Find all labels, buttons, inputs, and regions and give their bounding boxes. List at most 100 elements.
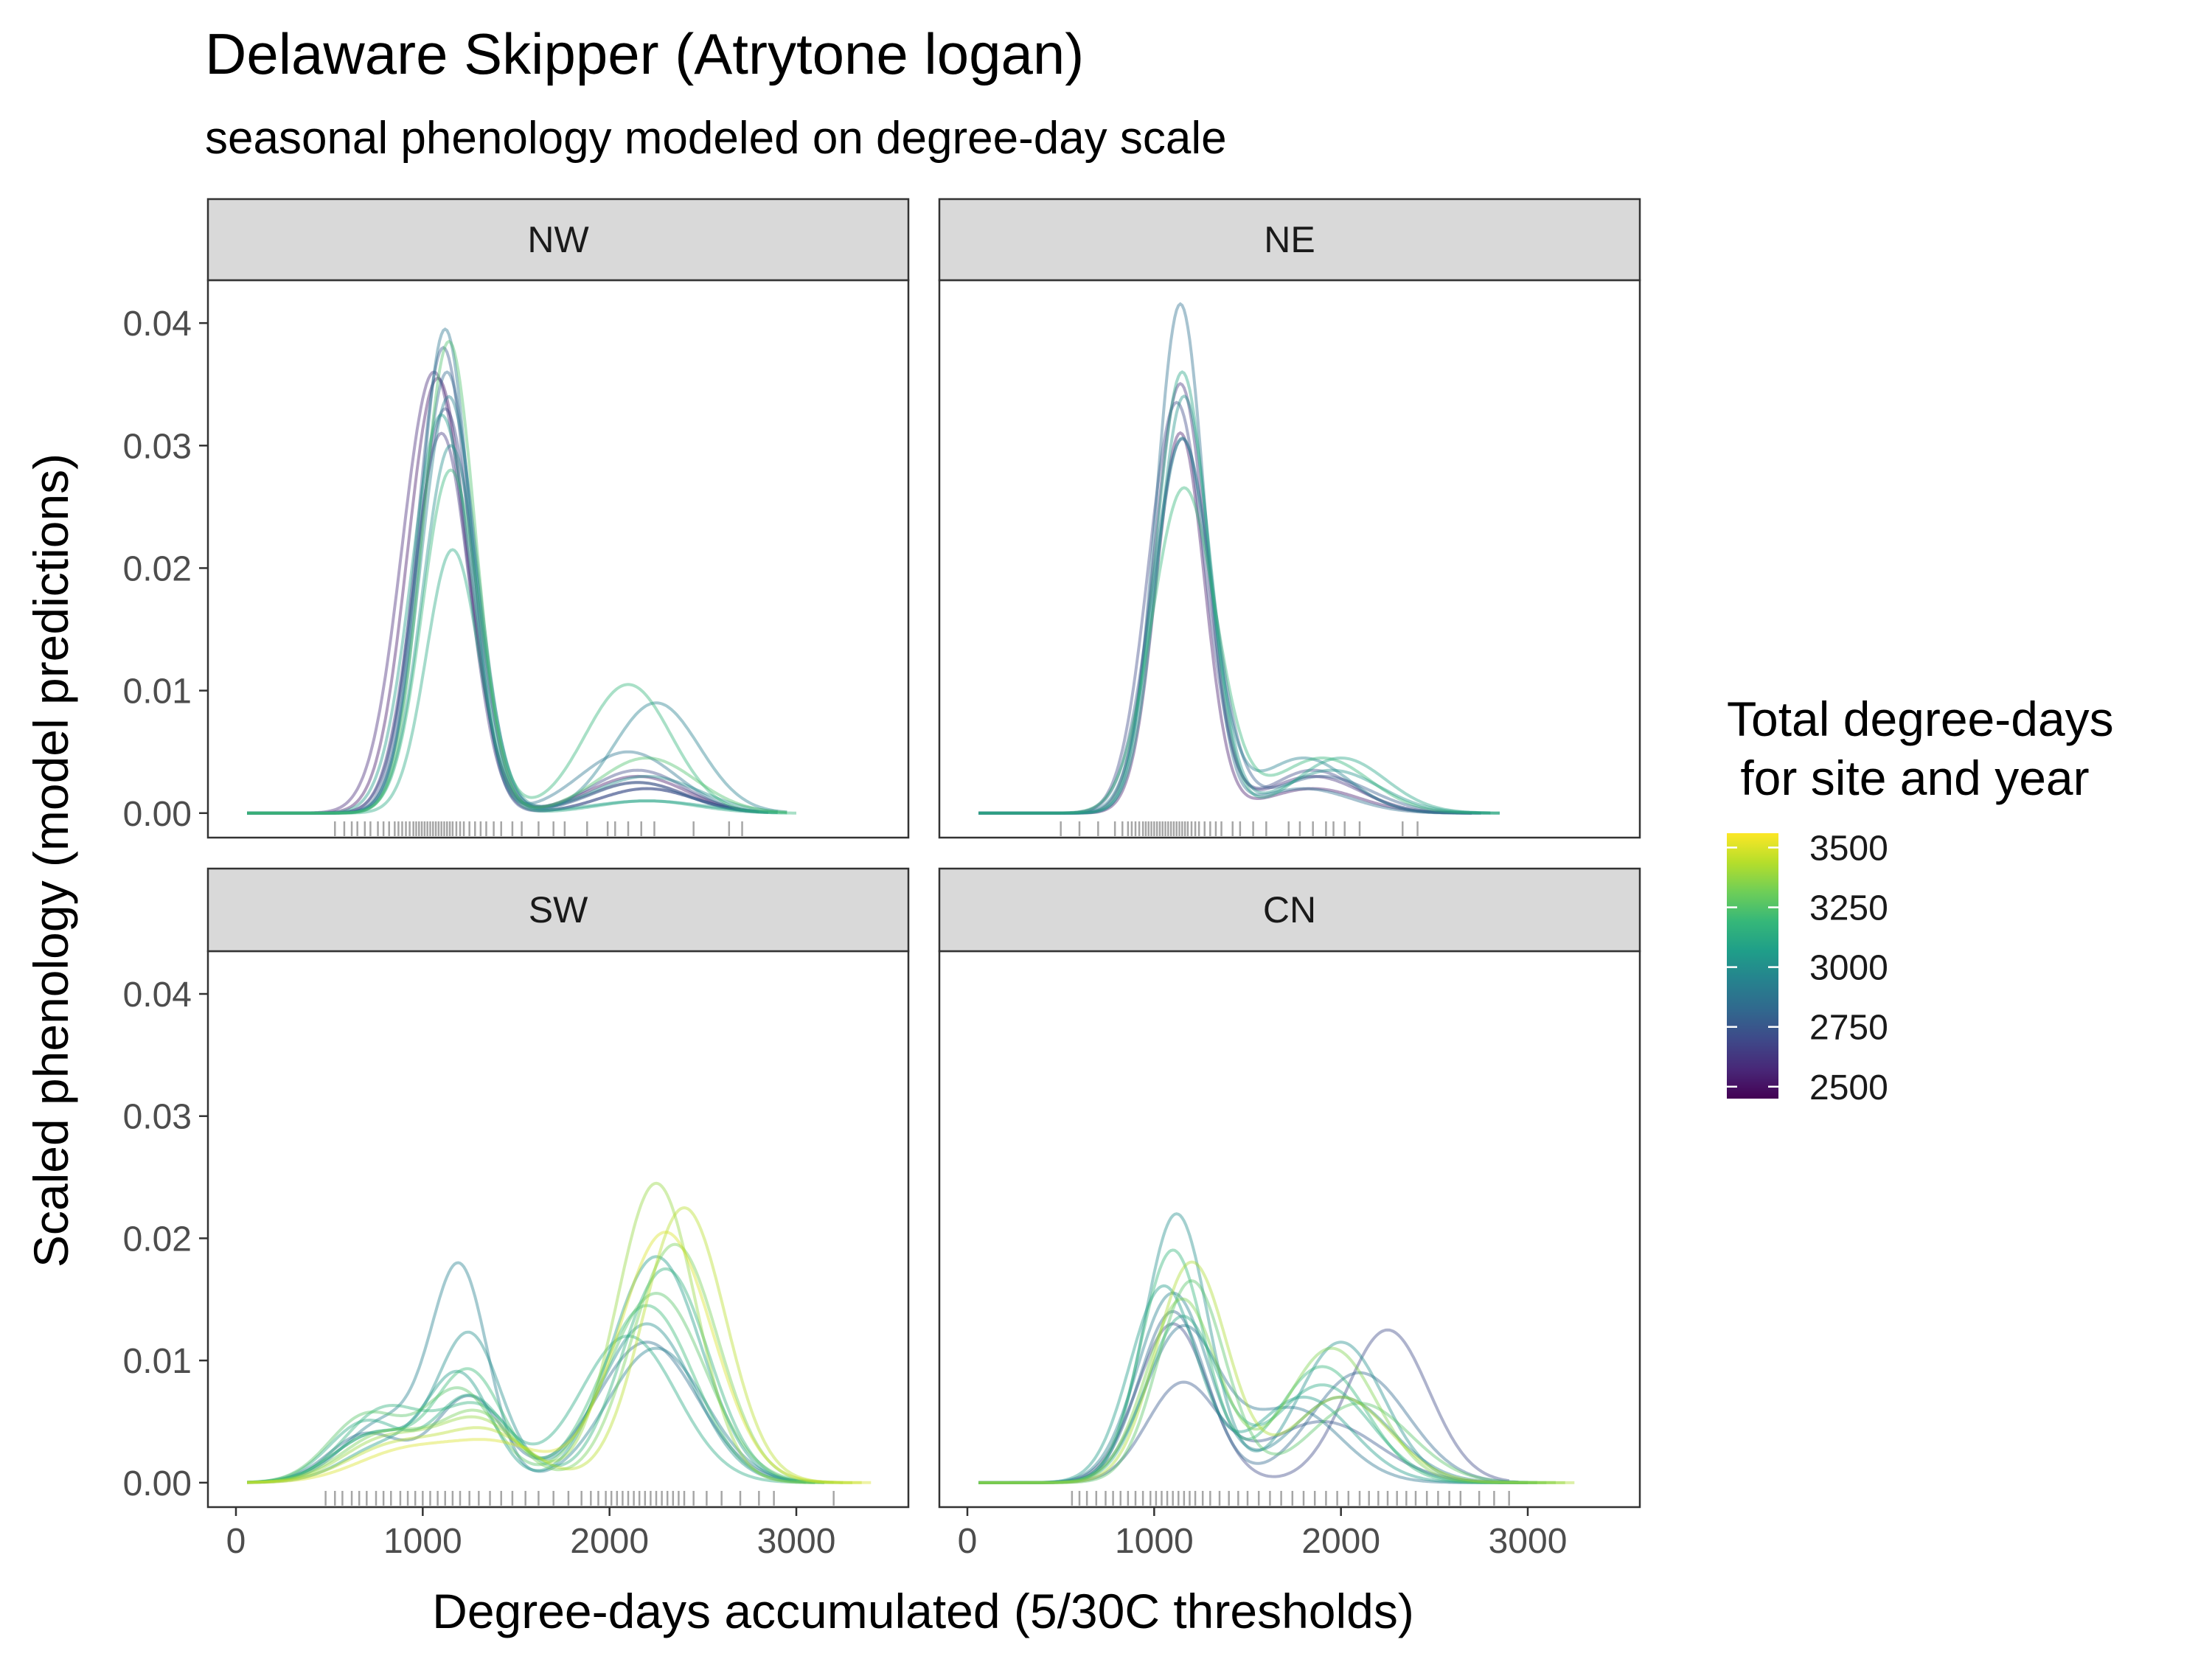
- series-line: [978, 394, 1491, 815]
- series-line: [247, 327, 778, 815]
- facet-strip-label: SW: [529, 889, 588, 931]
- series-line: [247, 376, 741, 815]
- series-line: [978, 1212, 1528, 1484]
- rug-marks: [1060, 821, 1419, 836]
- legend-label: 3250: [1809, 889, 1888, 928]
- legend-title-line: Total degree-days: [1727, 692, 2114, 746]
- series-line: [247, 1206, 862, 1484]
- series-line: [247, 407, 759, 815]
- x-tick-label: 2000: [570, 1522, 649, 1561]
- y-tick-label: 0.00: [123, 795, 192, 834]
- series-line: [978, 1291, 1528, 1484]
- series-line: [247, 413, 778, 815]
- series-lines: [247, 1181, 872, 1484]
- series-line: [247, 444, 778, 815]
- x-tick-label: 0: [226, 1522, 246, 1561]
- series-line: [978, 486, 1500, 815]
- series-line: [247, 1340, 797, 1484]
- series-line: [978, 436, 1500, 815]
- series-line: [247, 1267, 824, 1484]
- color-legend: Total degree-days for site and year 2500 2…: [1727, 692, 2114, 1107]
- series-line: [978, 400, 1472, 815]
- facet-panels: NW 0.00 0.01 0.02 0.03 0.04 NE SW 0.00 0.01 0.02 0.…: [123, 198, 1641, 1561]
- chart-subtitle: seasonal phenology modeled on degree-day…: [205, 113, 1227, 164]
- series-line: [247, 394, 787, 815]
- x-axis-title: Degree-days accumulated (5/30C threshold…: [432, 1584, 1414, 1638]
- series-line: [247, 1291, 834, 1484]
- series-line: [978, 302, 1481, 815]
- rug-marks: [324, 1491, 835, 1506]
- y-tick-label: 0.04: [123, 305, 192, 344]
- series-line: [247, 1322, 806, 1484]
- panel-sw: SW 0.00 0.01 0.02 0.03 0.04 0 1000 2000 3000: [123, 867, 910, 1561]
- y-axis-title: Scaled phenology (model predictions): [24, 453, 78, 1267]
- series-line: [247, 339, 787, 815]
- x-tick-label: 2000: [1301, 1522, 1380, 1561]
- x-tick-label: 3000: [757, 1522, 836, 1561]
- y-tick-label: 0.00: [123, 1464, 192, 1503]
- series-line: [247, 346, 769, 815]
- y-tick-label: 0.01: [123, 1342, 192, 1381]
- series-line: [247, 1231, 872, 1484]
- x-tick-label: 0: [958, 1522, 978, 1561]
- series-line: [247, 370, 750, 815]
- legend-label: 2500: [1809, 1068, 1888, 1107]
- series-line: [247, 1242, 844, 1484]
- panel-nw: NW 0.00 0.01 0.02 0.03 0.04: [123, 198, 910, 839]
- rug-marks: [334, 821, 743, 836]
- series-line: [978, 1315, 1537, 1484]
- legend-title-line: for site and year: [1727, 751, 2090, 805]
- series-line: [978, 1248, 1547, 1484]
- series-lines: [978, 302, 1500, 815]
- panel-cn: CN 0 1000 2000 3000: [938, 867, 1641, 1561]
- series-line: [978, 1322, 1510, 1484]
- series-line: [247, 1304, 824, 1484]
- panel-background: [208, 951, 908, 1507]
- y-tick-label: 0.03: [123, 1098, 192, 1137]
- legend-label: 3000: [1809, 949, 1888, 988]
- legend-colorbar: [1727, 833, 1778, 1099]
- series-line: [247, 1255, 815, 1484]
- y-tick-label: 0.04: [123, 975, 192, 1015]
- panel-background: [208, 280, 908, 838]
- y-tick-label: 0.02: [123, 1220, 192, 1259]
- x-tick-label: 1000: [1115, 1522, 1194, 1561]
- y-tick-label: 0.03: [123, 427, 192, 466]
- facet-strip: [938, 198, 1641, 282]
- series-line: [978, 1310, 1519, 1484]
- panel-background: [939, 951, 1640, 1507]
- legend-label: 2750: [1809, 1009, 1888, 1048]
- series-line: [978, 1297, 1565, 1484]
- series-line: [978, 1284, 1537, 1484]
- series-line: [247, 431, 759, 815]
- facet-strip: [938, 867, 1641, 953]
- series-line: [247, 370, 769, 815]
- series-lines: [247, 327, 796, 815]
- facet-strip-label: NW: [527, 219, 589, 260]
- legend-label: 3500: [1809, 829, 1888, 868]
- series-line: [978, 1324, 1528, 1484]
- rug-marks: [1071, 1491, 1510, 1506]
- series-line: [247, 1334, 815, 1484]
- series-line: [978, 381, 1481, 815]
- facet-strip-label: CN: [1263, 889, 1316, 931]
- facet-strip: [206, 198, 910, 282]
- series-line: [978, 431, 1472, 815]
- series-line: [978, 1260, 1575, 1484]
- series-lines: [978, 1212, 1575, 1484]
- x-tick-label: 3000: [1489, 1522, 1568, 1561]
- y-tick-label: 0.01: [123, 672, 192, 712]
- series-line: [978, 1279, 1556, 1484]
- facet-strip-label: NE: [1264, 219, 1315, 260]
- panel-background: [939, 280, 1640, 838]
- chart-title: Delaware Skipper (Atrytone logan): [205, 21, 1084, 86]
- y-tick-label: 0.02: [123, 549, 192, 588]
- series-line: [978, 370, 1500, 815]
- panel-ne: NE: [938, 198, 1641, 839]
- series-line: [247, 548, 787, 815]
- series-line: [247, 1261, 806, 1484]
- series-line: [978, 437, 1491, 815]
- series-line: [978, 1380, 1519, 1484]
- facet-strip: [206, 867, 910, 953]
